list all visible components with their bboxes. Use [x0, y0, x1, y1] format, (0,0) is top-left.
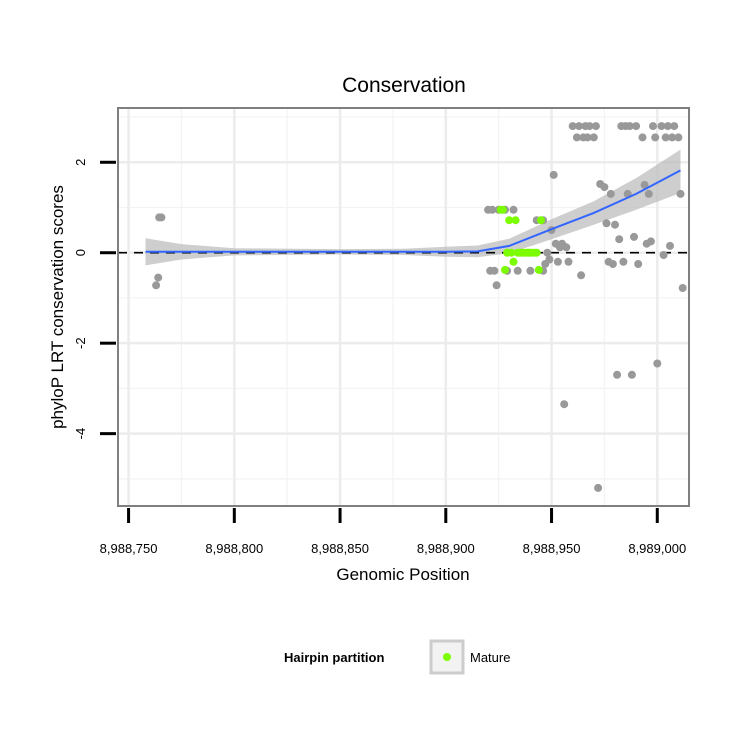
point-other: [526, 266, 535, 275]
legend-key-mature-dot: [443, 653, 451, 661]
point-other: [611, 220, 619, 229]
point-other: [644, 189, 653, 198]
point-other: [572, 133, 581, 142]
point-other: [560, 400, 569, 409]
point-mature: [501, 265, 509, 274]
legend-title: Hairpin partition: [284, 650, 384, 665]
point-other: [649, 122, 657, 131]
point-other: [509, 205, 518, 214]
point-other: [646, 237, 655, 246]
point-other: [625, 122, 634, 131]
point-mature: [511, 216, 520, 225]
point-other: [676, 189, 685, 198]
point-mature: [498, 205, 507, 214]
x-tick-label: 8,988,950: [523, 541, 581, 556]
point-other: [630, 232, 638, 241]
point-other: [157, 213, 166, 222]
point-other: [488, 205, 497, 214]
y-axis: 2 0 -2 -4: [73, 159, 116, 440]
x-tick-label: 8,988,900: [417, 541, 475, 556]
legend: Hairpin partition Mature: [284, 639, 510, 675]
point-other: [553, 257, 562, 266]
x-tick-label: 8,988,850: [311, 541, 369, 556]
x-tick-label: 8,988,750: [100, 541, 158, 556]
x-axis: 8,988,750 8,988,800 8,988,850 8,988,900 8,98…: [100, 508, 686, 556]
point-other: [657, 122, 666, 131]
point-other: [627, 370, 636, 379]
point-other: [543, 248, 552, 257]
point-other: [591, 122, 600, 131]
data-points: [152, 122, 687, 492]
point-other: [663, 122, 672, 131]
point-other: [608, 260, 617, 268]
point-mature: [509, 257, 518, 266]
legend-item-mature-label: Mature: [470, 650, 510, 665]
confidence-band-area: [145, 149, 681, 266]
chart-title: Conservation: [342, 74, 466, 97]
point-other: [549, 170, 558, 179]
x-axis-label: Genomic Position: [336, 565, 469, 584]
point-other: [577, 271, 586, 280]
point-other: [583, 133, 592, 142]
point-other: [640, 180, 649, 189]
point-other: [666, 241, 674, 250]
panel-border-rect: [117, 107, 690, 507]
point-mature: [534, 265, 543, 274]
smooth-line: [145, 169, 681, 253]
x-tick-label: 8,989,000: [628, 541, 686, 556]
panel-background: [118, 108, 689, 506]
smooth-line-path: [145, 169, 681, 253]
y-tick-label: -4: [73, 428, 88, 440]
point-mature: [507, 248, 516, 257]
point-other: [600, 183, 609, 192]
point-other: [562, 243, 571, 252]
point-mature: [537, 216, 545, 225]
point-other: [568, 122, 577, 131]
point-mature: [532, 248, 541, 257]
point-other: [492, 281, 501, 290]
y-axis-label: phyloP LRT conservation scores: [48, 185, 67, 429]
point-other: [564, 257, 573, 266]
point-other: [670, 122, 679, 131]
point-other: [634, 260, 643, 268]
y-tick-label: 2: [73, 159, 88, 166]
point-other: [651, 133, 660, 142]
point-other: [661, 133, 670, 142]
plot-border: [117, 107, 690, 507]
point-mature: [505, 216, 514, 225]
confidence-band: [145, 149, 681, 266]
point-other: [615, 235, 624, 244]
point-other: [632, 122, 641, 131]
point-other: [589, 133, 598, 142]
point-other: [513, 266, 522, 275]
point-other: [638, 133, 647, 142]
y-tick-label: -2: [73, 337, 88, 349]
point-other: [678, 284, 687, 292]
point-other: [653, 359, 662, 368]
point-other: [602, 219, 611, 228]
point-other: [154, 273, 163, 282]
plot-panel: [118, 108, 689, 506]
y-tick-label: 0: [73, 249, 88, 256]
point-other: [674, 133, 683, 142]
point-other: [668, 133, 677, 142]
point-other: [575, 122, 583, 131]
x-tick-label: 8,988,800: [205, 541, 263, 556]
point-other: [659, 251, 668, 259]
point-other: [545, 255, 554, 264]
point-other: [613, 370, 622, 379]
point-other: [585, 122, 594, 131]
point-other: [594, 483, 603, 492]
point-other: [619, 257, 628, 266]
point-other: [152, 281, 161, 290]
point-other: [490, 266, 499, 275]
point-other: [606, 189, 615, 198]
